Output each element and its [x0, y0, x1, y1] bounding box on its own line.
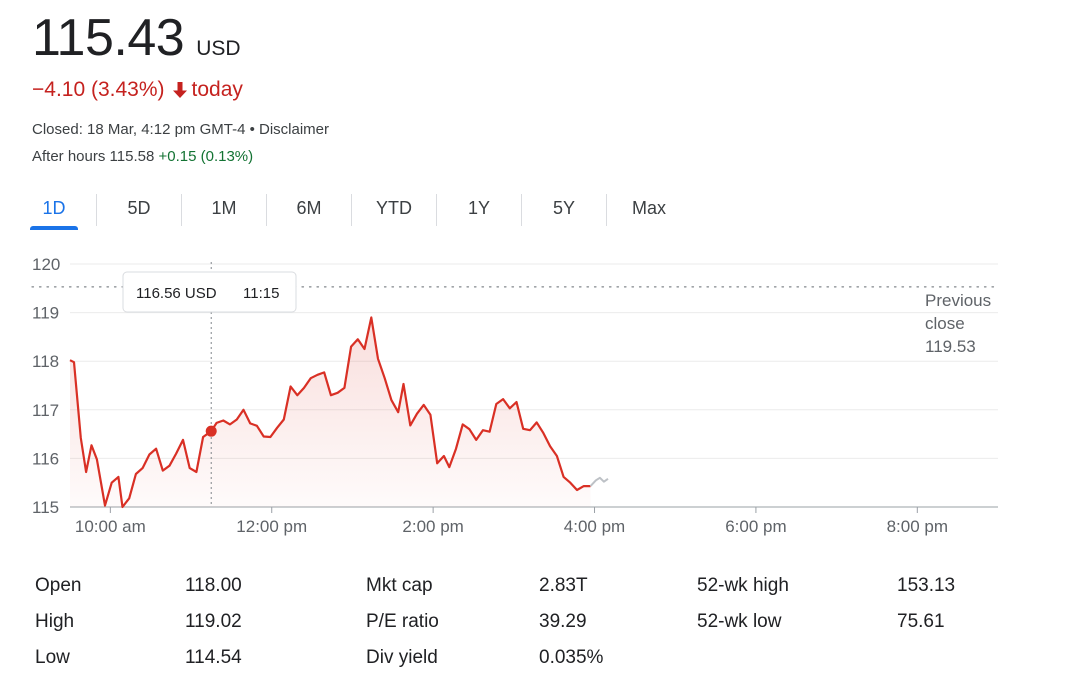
- tab-5y[interactable]: 5Y: [552, 198, 576, 218]
- change-period: today: [191, 78, 243, 101]
- after-hours-price: After hours 115.58: [32, 148, 155, 165]
- after-hours-change: +0.15 (0.13%): [158, 148, 254, 165]
- tab-1y[interactable]: 1Y: [467, 198, 491, 218]
- y-tick-label: 115: [32, 498, 59, 517]
- stat-52wk-high-label: 52-wk high: [697, 575, 789, 596]
- after-hours-info: After hours 115.58 +0.15 (0.13%): [32, 148, 253, 165]
- tooltip-box: [122, 271, 297, 313]
- tooltip-price: 116.56 USD: [136, 285, 217, 302]
- previous-close-label: close: [925, 314, 965, 333]
- x-tick-label: 2:00 pm: [402, 517, 463, 536]
- price-area: [70, 317, 591, 507]
- previous-close-label: Previous: [925, 291, 991, 310]
- tab-divider: [266, 194, 267, 226]
- price-chart[interactable]: Previous close 119.53 120 119 118 117 116 115 10…: [0, 250, 1020, 550]
- stat-open-value: 118.00: [185, 575, 242, 596]
- price-line: [69, 316, 591, 509]
- tab-divider: [181, 194, 182, 226]
- tab-6m[interactable]: 6M: [296, 198, 322, 218]
- y-tick-label: 118: [32, 352, 59, 371]
- tab-1d[interactable]: 1D: [30, 190, 78, 230]
- stat-low-label: Low: [35, 647, 70, 668]
- x-tick-label: 10:00 am: [75, 517, 146, 536]
- arrow-down-icon: [172, 81, 188, 99]
- tooltip-time: 11:15: [243, 285, 279, 302]
- stat-open-label: Open: [35, 575, 82, 596]
- previous-close-label: 119.53: [925, 337, 976, 356]
- stat-pe-label: P/E ratio: [366, 611, 439, 632]
- stat-pe-value: 39.29: [539, 611, 587, 632]
- tab-1m[interactable]: 1M: [211, 198, 237, 218]
- y-tick-label: 116: [32, 449, 59, 468]
- stat-high-value: 119.02: [185, 611, 242, 632]
- stat-div-value: 0.035%: [539, 647, 604, 668]
- tab-divider: [96, 194, 97, 226]
- stat-mktcap-label: Mkt cap: [366, 575, 433, 596]
- stat-div-label: Div yield: [366, 647, 438, 668]
- x-tick-label: 6:00 pm: [725, 517, 786, 536]
- y-tick-label: 119: [32, 304, 59, 323]
- after-hours-line: [589, 476, 609, 487]
- change-value: −4.10 (3.43%): [32, 78, 165, 101]
- stat-low-value: 114.54: [185, 647, 242, 668]
- y-tick-label: 117: [32, 401, 59, 420]
- stat-52wk-low-label: 52-wk low: [697, 611, 782, 632]
- tab-divider: [606, 194, 607, 226]
- currency-label: USD: [196, 37, 241, 60]
- closed-info: Closed: 18 Mar, 4:12 pm GMT-4 • Disclaim…: [32, 121, 330, 138]
- tab-divider: [436, 194, 437, 226]
- hover-point: [205, 425, 217, 437]
- stat-high-label: High: [35, 611, 75, 632]
- current-price: 115.43: [32, 9, 185, 67]
- tab-max[interactable]: Max: [631, 198, 666, 218]
- range-tabs: 1D 5D 1M 6M YTD 1Y 5Y Max: [30, 190, 673, 230]
- tab-divider: [351, 194, 352, 226]
- stat-52wk-high-value: 153.13: [897, 575, 956, 596]
- tab-5d[interactable]: 5D: [127, 198, 151, 218]
- y-tick-label: 120: [32, 255, 60, 274]
- stat-mktcap-value: 2.83T: [539, 575, 588, 596]
- x-tick-label: 12:00 pm: [236, 517, 307, 536]
- price-header: 115.43 USD: [32, 8, 241, 68]
- stat-52wk-low-value: 75.61: [897, 611, 945, 632]
- x-tick-label: 8:00 pm: [887, 517, 948, 536]
- price-change: −4.10 (3.43%) today: [32, 78, 243, 102]
- tab-ytd[interactable]: YTD: [376, 198, 412, 218]
- tab-divider: [521, 194, 522, 226]
- x-tick-label: 4:00 pm: [564, 517, 625, 536]
